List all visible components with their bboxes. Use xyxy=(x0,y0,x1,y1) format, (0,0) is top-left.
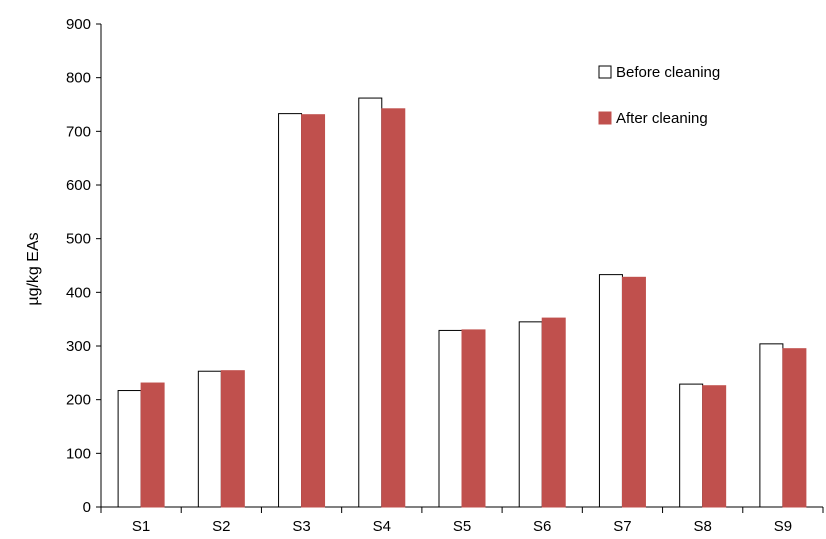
legend-label-before: Before cleaning xyxy=(616,64,720,81)
y-tick-label: 900 xyxy=(66,16,91,33)
bar-before-s1 xyxy=(117,390,142,508)
y-tick-label: 600 xyxy=(66,177,91,194)
bar-after-s5 xyxy=(461,329,486,508)
bar-after-s2 xyxy=(220,370,245,508)
bar-before-s8 xyxy=(679,383,704,508)
bar-after-s6 xyxy=(541,317,566,508)
legend-label-after: After cleaning xyxy=(616,110,708,127)
bar-after-s8 xyxy=(702,385,727,508)
bar-after-s9 xyxy=(782,348,807,508)
x-tick-label-s2: S2 xyxy=(212,518,230,535)
y-tick-label: 300 xyxy=(66,338,91,355)
x-tick-label-s3: S3 xyxy=(292,518,310,535)
bar-before-s2 xyxy=(197,370,222,508)
x-tick-label-s9: S9 xyxy=(774,518,792,535)
y-tick-label: 200 xyxy=(66,392,91,409)
legend: Before cleaning After cleaning xyxy=(598,64,720,127)
bar-after-s3 xyxy=(301,114,326,508)
bar-before-s3 xyxy=(278,113,303,508)
x-tick-label-s7: S7 xyxy=(613,518,631,535)
y-tick-label: 700 xyxy=(66,123,91,140)
x-tick-label-s8: S8 xyxy=(693,518,711,535)
y-tick-label: 800 xyxy=(66,70,91,87)
bar-before-s4 xyxy=(358,97,383,508)
legend-swatch-before xyxy=(598,65,612,79)
bar-after-s7 xyxy=(621,276,646,508)
bar-before-s6 xyxy=(518,321,543,508)
bars xyxy=(117,97,807,508)
y-axis-title: µg/kg EAs xyxy=(25,232,42,305)
x-tick-label-s5: S5 xyxy=(453,518,471,535)
y-tick-label: 100 xyxy=(66,445,91,462)
x-axis: S1 S2 S3 S4 S5 S6 S7 S8 S9 xyxy=(100,506,824,535)
bar-before-s7 xyxy=(598,274,623,508)
bar-after-s1 xyxy=(140,382,165,508)
y-tick-label: 400 xyxy=(66,284,91,301)
y-axis: 0 100 200 300 400 500 600 700 800 900 xyxy=(66,16,102,516)
bar-before-s9 xyxy=(759,343,784,508)
y-tick-label: 0 xyxy=(83,499,91,516)
legend-swatch-after xyxy=(598,111,612,125)
bar-after-s4 xyxy=(381,108,406,508)
y-tick-label: 500 xyxy=(66,231,91,248)
bar-before-s5 xyxy=(438,329,463,508)
x-tick-label-s4: S4 xyxy=(373,518,391,535)
x-tick-label-s1: S1 xyxy=(132,518,150,535)
x-tick-label-s6: S6 xyxy=(533,518,551,535)
